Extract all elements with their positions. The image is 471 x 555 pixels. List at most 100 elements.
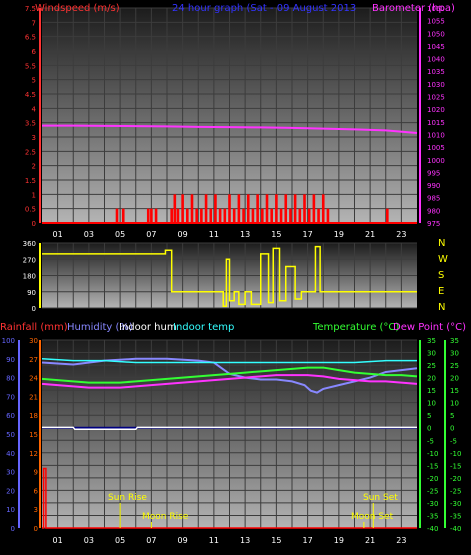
barometer-tick-label: 1040 (427, 56, 445, 64)
windspeed-bar (146, 208, 150, 223)
windspeed-bar (326, 208, 330, 223)
humidity-tick-label: 90 (6, 356, 15, 364)
x-tick-label: 09 (178, 230, 188, 239)
windspeed-bar (176, 208, 180, 223)
rain-tick-label: 30 (29, 337, 38, 345)
x-tick-label: 01 (53, 230, 63, 239)
barometer-tick-label: 1005 (427, 144, 445, 152)
x-tick-label: 15 (271, 230, 281, 239)
windspeed-bar (265, 194, 269, 223)
dew-point-legend-label: Dew Point (°C) (393, 322, 466, 333)
rain-tick-label: 12 (29, 450, 38, 458)
windspeed-bar (170, 208, 173, 223)
temperature-tick-label: 25 (427, 362, 436, 370)
axes: 0101030305050707090911111313151517171919… (2, 5, 462, 545)
x-tick-label: 07 (146, 536, 156, 545)
temperature-tick-label: -25 (427, 487, 438, 495)
barometer-tick-label: 1055 (427, 18, 445, 26)
windspeed-bar (218, 208, 222, 223)
barometer-tick-label: 980 (427, 207, 440, 215)
sun-rise-label: Sun Rise (108, 493, 147, 503)
x-tick-label: 21 (365, 230, 375, 239)
dew-point-tick-label: -25 (450, 487, 461, 495)
rain-tick-label: 9 (34, 469, 38, 477)
dew-point-tick-label: 30 (450, 350, 459, 358)
windspeed-tick-label: 4 (32, 105, 37, 113)
windspeed-bar (181, 194, 184, 223)
windspeed-tick-label: 7 (32, 19, 36, 27)
direction-tick-label: 0 (32, 305, 36, 313)
dew-point-tick-label: -10 (450, 450, 461, 458)
windspeed-bar (312, 194, 316, 223)
humidity-tick-label: 0 (11, 525, 15, 533)
indoor-temp-line (41, 358, 417, 364)
windspeed-tick-label: 6 (32, 48, 37, 56)
windspeed-tick-label: 1.5 (25, 177, 36, 185)
windspeed-tick-label: 0.5 (25, 206, 36, 214)
humidity-tick-label: 100 (2, 337, 15, 345)
barometer-tick-label: 1000 (427, 157, 445, 165)
dew-point-tick-label: 35 (450, 337, 459, 345)
windspeed-bar (279, 208, 283, 223)
windspeed-bar (386, 208, 389, 223)
barometer-tick-label: 985 (427, 195, 440, 203)
x-tick-label: 05 (115, 230, 125, 239)
temperature-tick-label: 5 (427, 412, 431, 420)
compass-label: S (438, 270, 444, 281)
temperature-tick-label: 30 (427, 350, 436, 358)
x-tick-label: 21 (365, 536, 375, 545)
humidity-tick-label: 40 (6, 450, 15, 458)
indoor-hum-legend-label: Indoor hum (119, 322, 177, 333)
x-tick-label: 11 (209, 230, 219, 239)
chart-marks (41, 124, 418, 529)
windspeed-bar (275, 194, 278, 223)
dew-point-tick-label: -35 (450, 512, 461, 520)
temperature-tick-label: -30 (427, 500, 438, 508)
windspeed-bar (228, 194, 231, 223)
windspeed-bar (154, 208, 158, 223)
windspeed-tick-label: 7.5 (25, 5, 36, 13)
barometer-tick-label: 1025 (427, 94, 445, 102)
compass-label: E (438, 286, 444, 297)
dew-point-tick-label: 15 (450, 387, 459, 395)
windspeed-axis-label: Windspeed (m/s) (35, 3, 120, 14)
indoor-temp-legend-label: Indoor temp (173, 322, 234, 333)
temperature-tick-label: 20 (427, 375, 436, 383)
rain-tick-label: 15 (29, 431, 38, 439)
temperature-tick-label: -20 (427, 475, 438, 483)
barometer-tick-label: 1015 (427, 119, 445, 127)
x-tick-label: 15 (271, 536, 281, 545)
windspeed-bar (121, 208, 125, 223)
barometer-tick-label: 1050 (427, 30, 445, 38)
windspeed-tick-label: 0 (32, 220, 36, 228)
windspeed-bar (204, 194, 208, 223)
windspeed-bar (321, 194, 325, 223)
windspeed-bar (209, 208, 213, 223)
windspeed-tick-label: 2.5 (25, 148, 36, 156)
barometer-axis-label: Barometer (hpa) (372, 3, 455, 14)
humidity-tick-label: 50 (6, 431, 15, 439)
direction-tick-label: 180 (23, 273, 36, 281)
temperature-tick-label: -15 (427, 462, 438, 470)
barometer-tick-label: 1035 (427, 68, 445, 76)
dew-point-line (41, 374, 418, 389)
windspeed-tick-label: 2 (32, 163, 36, 171)
windspeed-bar (307, 208, 311, 223)
windspeed-tick-label: 3 (32, 134, 36, 142)
compass-label: N (438, 302, 445, 313)
x-tick-label: 19 (334, 536, 344, 545)
dew-point-tick-label: -20 (450, 475, 461, 483)
indoor-hum-line (42, 426, 417, 431)
windspeed-bar (293, 194, 297, 223)
windspeed-bar (270, 208, 273, 223)
windspeed-bar (298, 208, 302, 223)
dew-point-tick-label: 10 (450, 400, 459, 408)
direction-tick-label: 270 (23, 256, 36, 264)
dew-point-tick-label: -30 (450, 500, 461, 508)
barometer-tick-label: 990 (427, 182, 440, 190)
windspeed-bar (232, 208, 236, 223)
windspeed-bar (303, 194, 306, 223)
barometer-line (42, 124, 418, 134)
humidity-tick-label: 80 (6, 375, 15, 383)
